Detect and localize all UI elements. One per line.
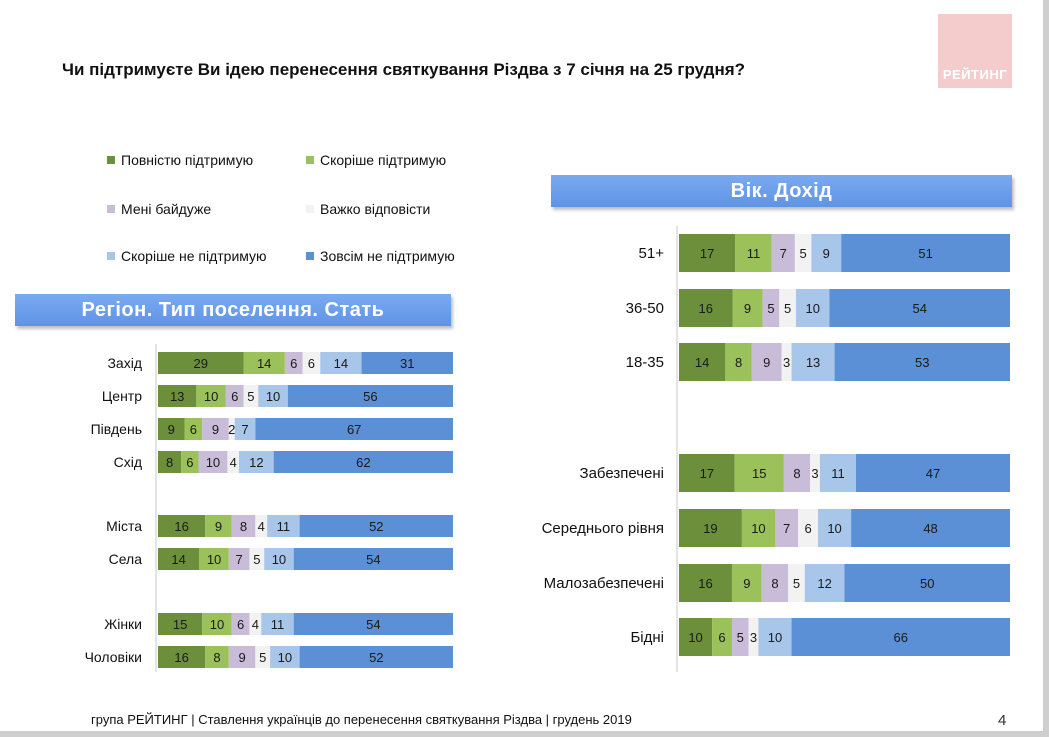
- legend-label: Скоріше не підтримую: [121, 248, 267, 264]
- legend-item-rather-not-support: Скоріше не підтримую: [107, 248, 267, 264]
- left-section-header: Регіон. Тип поселення. Стать: [15, 294, 451, 326]
- legend-swatch-icon: [107, 156, 115, 164]
- legend-label: Мені байдуже: [121, 201, 212, 217]
- legend-swatch-icon: [306, 252, 314, 260]
- legend-item-rather-support: Скоріше підтримую: [306, 152, 446, 168]
- legend-label: Повністю підтримую: [121, 152, 254, 168]
- legend-item-not-support: Зовсім не підтримую: [306, 248, 455, 264]
- legend-item-indifferent: Мені байдуже: [107, 201, 211, 217]
- legend-item-hard-to-say: Важко відповісти: [306, 201, 430, 217]
- legend-item-full-support: Повністю підтримую: [107, 152, 253, 168]
- slide-title: Чи підтримуєте Ви ідею перенесення святк…: [62, 60, 746, 79]
- legend-swatch-icon: [107, 252, 115, 260]
- legend-swatch-icon: [306, 205, 314, 213]
- footer-text: група РЕЙТИНГ | Ставлення українців до п…: [91, 712, 632, 727]
- legend-label: Зовсім не підтримую: [320, 248, 455, 264]
- logo-text: РЕЙТИНГ: [942, 67, 1008, 82]
- legend-swatch-icon: [107, 205, 115, 213]
- right-section-header: Вік. Дохід: [551, 175, 1012, 207]
- legend-label: Важко відповісти: [320, 201, 431, 217]
- page-number: 4: [998, 712, 1007, 729]
- legend-label: Скоріше підтримую: [320, 152, 447, 168]
- rating-logo: РЕЙТИНГ: [938, 14, 1012, 88]
- legend-swatch-icon: [306, 156, 314, 164]
